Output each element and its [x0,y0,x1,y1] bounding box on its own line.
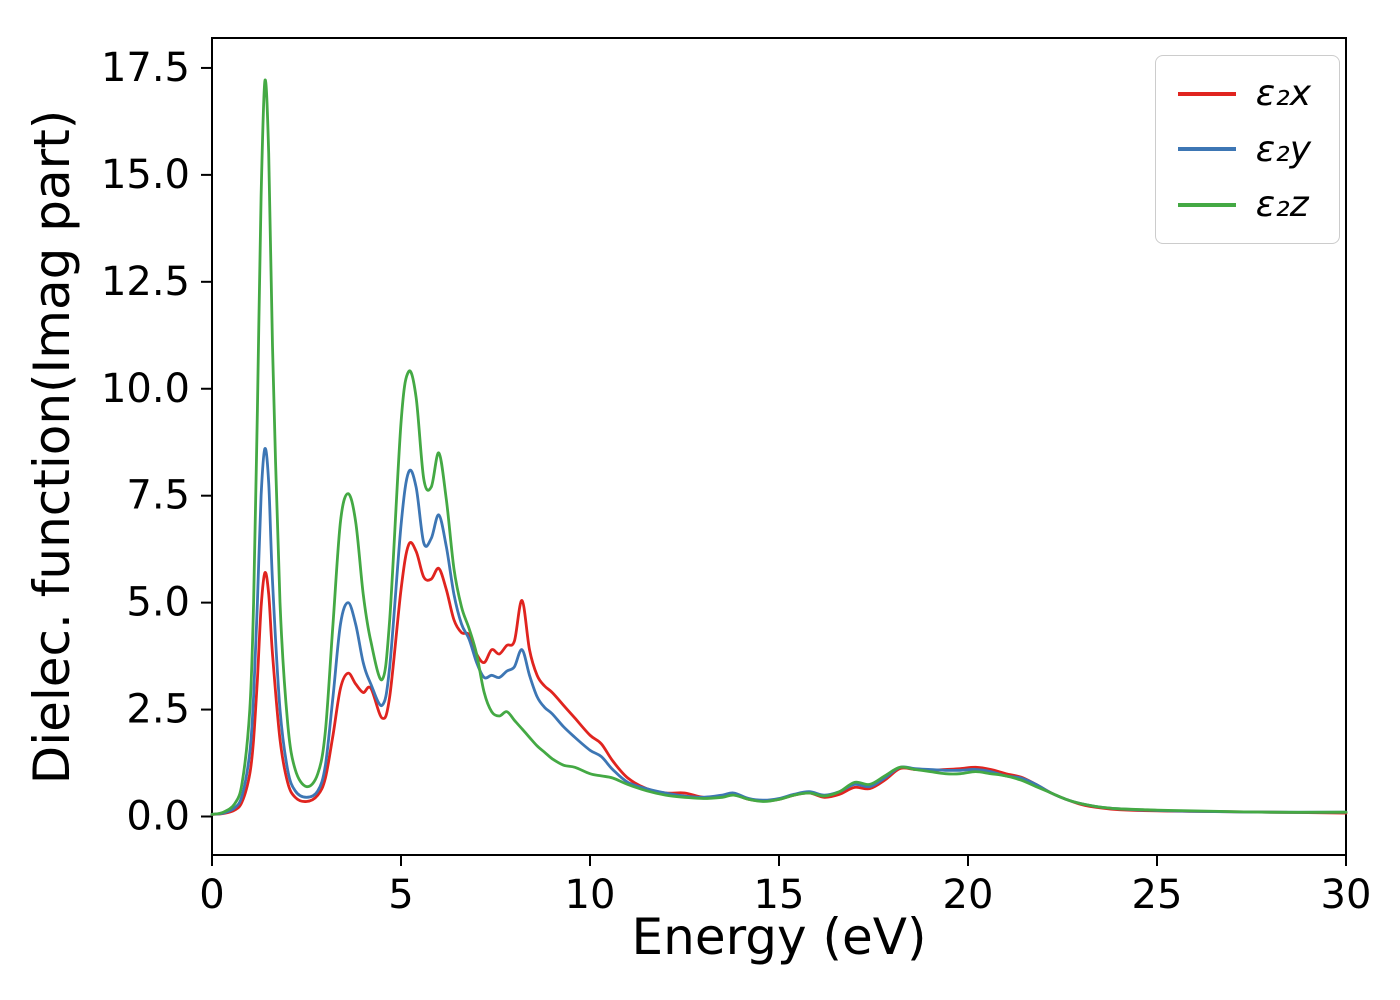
legend-item-e2z: ε₂z [1177,184,1311,226]
x-tick-label: 25 [1132,872,1183,918]
x-tick-label: 30 [1321,872,1372,918]
legend-line-sample-e2z [1177,202,1236,207]
series-line-e2x [210,541,1348,816]
y-tick-label: 15.0 [101,152,190,198]
series-line-e2z [210,78,1348,816]
y-tick-label: 12.5 [101,259,190,305]
x-tick-label: 5 [388,872,413,918]
x-tick-label: 10 [565,872,616,918]
x-tick-label: 15 [754,872,805,918]
x-tick-label: 0 [199,872,224,918]
legend-item-e2y: ε₂y [1177,128,1311,170]
y-tick-label: 2.5 [126,687,190,733]
y-tick-label: 0.0 [126,794,190,840]
y-tick-label: 7.5 [126,473,190,519]
y-tick-label: 10.0 [101,366,190,412]
legend-item-e2x: ε₂x [1177,73,1311,114]
legend-label-e2x: ε₂x [1255,73,1311,114]
x-axis-label: Energy (eV) [631,908,927,966]
legend-label-e2y: ε₂y [1255,128,1311,170]
x-tick-label: 20 [943,872,994,918]
legend-line-sample-e2x [1177,91,1236,96]
legend-line-sample-e2y [1177,147,1236,152]
y-tick-label: 5.0 [126,580,190,626]
legend-label-e2z: ε₂z [1255,184,1309,226]
y-axis-label: Dielec. function(Imag part) [23,109,81,785]
y-tick-label: 17.5 [101,45,190,91]
series-line-e2y [210,447,1348,816]
legend: ε₂x ε₂y ε₂z [1154,55,1340,244]
